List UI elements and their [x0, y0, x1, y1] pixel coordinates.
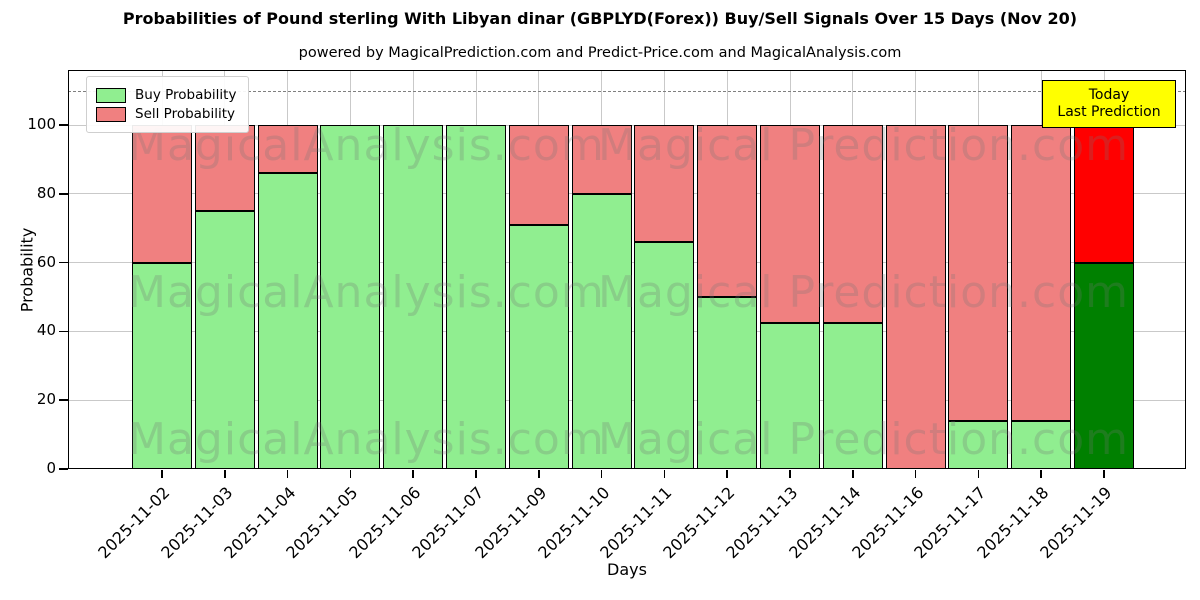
- x-tick-mark: [977, 470, 980, 478]
- bar-segment-sell: [948, 125, 1009, 421]
- buy-swatch-icon: [96, 87, 126, 103]
- y-tick-label: 20: [36, 390, 56, 409]
- bar-segment-sell: [885, 125, 946, 469]
- today-annotation-line1: Today: [1088, 87, 1130, 103]
- watermark-right: Magical Prediction.com: [598, 267, 1129, 318]
- x-tick-mark: [475, 470, 477, 478]
- legend-item-sell: Sell Probability: [96, 106, 236, 122]
- y-tick-label: 100: [27, 115, 56, 134]
- legend-label-buy: Buy Probability: [135, 87, 237, 103]
- bar-segment-buy: [634, 241, 695, 469]
- x-axis-label: Days: [607, 560, 647, 579]
- legend-item-buy: Buy Probability: [96, 87, 236, 103]
- x-tick-mark: [1040, 470, 1042, 478]
- bar-segment-buy: [446, 125, 506, 469]
- bar-segment-buy: [822, 322, 883, 469]
- bar-segment-sell: [634, 125, 695, 242]
- bar-segment-buy: [320, 125, 381, 469]
- y-tick-label: 40: [36, 321, 56, 340]
- bar-segment-buy: [697, 297, 758, 469]
- bar-segment-buy: [760, 322, 820, 469]
- y-tick-mark: [59, 399, 68, 401]
- bar-segment-sell: [194, 125, 255, 212]
- bar-segment-sell: [508, 125, 569, 225]
- y-tick-mark: [59, 193, 68, 195]
- chart-subtitle: powered by MagicalPrediction.com and Pre…: [298, 45, 902, 61]
- bar-segment-sell: [257, 125, 318, 174]
- today-annotation: Today Last Prediction: [1042, 80, 1176, 128]
- sell-swatch-icon: [96, 106, 126, 122]
- bar-segment-buy: [194, 211, 255, 469]
- x-tick-mark: [789, 470, 791, 478]
- x-tick-mark: [600, 470, 603, 478]
- x-tick-mark: [161, 470, 163, 478]
- bar-segment-buy: [257, 173, 318, 469]
- x-tick-mark: [412, 470, 414, 478]
- watermark-right: Magical Prediction.com: [598, 414, 1129, 465]
- x-tick-mark: [914, 470, 917, 478]
- y-tick-mark: [59, 124, 68, 126]
- bar-segment-buy: [571, 193, 632, 469]
- x-tick-mark: [538, 470, 540, 478]
- x-tick-mark: [286, 470, 289, 478]
- y-tick-label: 0: [46, 459, 56, 477]
- x-tick-mark: [224, 470, 226, 478]
- y-tick-mark: [59, 330, 68, 333]
- x-tick-mark: [349, 470, 352, 478]
- x-tick-mark: [1103, 470, 1105, 478]
- bar-segment-buy: [948, 420, 1009, 469]
- x-tick-mark: [726, 470, 728, 478]
- chart-title: Probabilities of Pound sterling With Lib…: [122, 9, 1078, 28]
- watermark-left: MagicalAnalysis.com: [128, 267, 605, 318]
- dashed-threshold-line: [68, 90, 1186, 92]
- bar-segment-sell: [571, 125, 632, 194]
- y-tick-label: 80: [36, 183, 56, 202]
- y-tick-label: 60: [36, 252, 56, 271]
- legend: Buy Probability Sell Probability: [86, 76, 250, 133]
- legend-label-sell: Sell Probability: [135, 106, 236, 122]
- bar-segment-sell: [760, 125, 820, 323]
- bar-segment-sell: [697, 125, 758, 297]
- bar-segment-sell: [822, 125, 883, 323]
- watermark-right: Magical Prediction.com: [598, 120, 1129, 171]
- x-tick-mark: [663, 470, 666, 478]
- today-annotation-line2: Last Prediction: [1057, 104, 1161, 120]
- y-tick-mark: [59, 468, 68, 470]
- watermark-left: MagicalAnalysis.com: [128, 414, 605, 465]
- bar-segment-buy: [1074, 262, 1134, 469]
- bar-segment-sell: [1074, 125, 1134, 263]
- bar-segment-buy: [132, 262, 192, 469]
- plot-area: MagicalAnalysis.com Magical Prediction.co…: [68, 70, 1186, 469]
- y-tick-mark: [59, 261, 68, 264]
- bar-segment-sell: [1011, 125, 1072, 421]
- x-tick-mark: [852, 470, 854, 478]
- bar-segment-buy: [508, 224, 569, 469]
